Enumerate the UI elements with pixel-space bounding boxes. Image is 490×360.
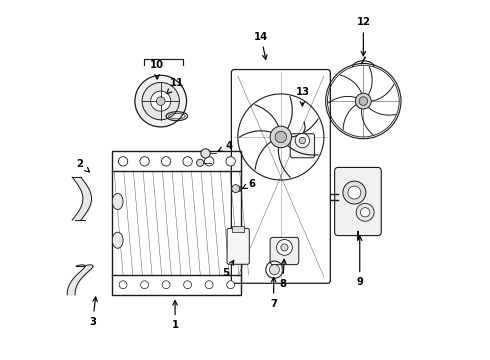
Circle shape [356, 203, 374, 221]
Circle shape [201, 149, 210, 158]
Text: 9: 9 [356, 236, 363, 287]
Circle shape [227, 281, 235, 289]
Circle shape [183, 157, 192, 166]
Circle shape [226, 157, 235, 166]
Text: 11: 11 [167, 78, 184, 94]
Text: 1: 1 [172, 301, 179, 330]
Circle shape [156, 97, 165, 105]
Circle shape [135, 75, 187, 127]
Circle shape [295, 134, 310, 148]
Text: 4: 4 [218, 141, 232, 151]
Bar [112, 151, 242, 295]
Circle shape [119, 281, 127, 289]
Circle shape [184, 281, 192, 289]
Circle shape [161, 157, 171, 166]
FancyBboxPatch shape [335, 167, 381, 235]
Text: 6: 6 [243, 179, 256, 189]
Circle shape [359, 97, 368, 105]
Circle shape [142, 82, 179, 120]
Circle shape [162, 281, 170, 289]
Circle shape [276, 239, 293, 255]
Circle shape [299, 137, 306, 144]
Ellipse shape [112, 232, 123, 248]
Bar [231, 186, 240, 191]
Ellipse shape [112, 193, 123, 210]
Text: 2: 2 [76, 159, 90, 172]
Circle shape [348, 186, 361, 199]
Text: 7: 7 [270, 277, 277, 309]
Circle shape [275, 131, 287, 143]
Text: 13: 13 [295, 87, 309, 106]
Text: 5: 5 [222, 261, 234, 278]
FancyBboxPatch shape [227, 228, 249, 264]
Text: 8: 8 [279, 260, 286, 289]
Circle shape [355, 93, 371, 109]
Circle shape [281, 244, 288, 251]
Circle shape [119, 157, 128, 166]
Circle shape [140, 157, 149, 166]
Circle shape [270, 265, 279, 275]
Circle shape [361, 208, 370, 217]
Text: 3: 3 [89, 297, 98, 327]
Circle shape [270, 126, 292, 148]
FancyBboxPatch shape [270, 237, 299, 265]
Text: 12: 12 [356, 17, 370, 56]
Bar [232, 226, 244, 231]
Circle shape [196, 159, 204, 166]
Text: 14: 14 [254, 32, 268, 59]
Circle shape [205, 281, 213, 289]
Circle shape [141, 281, 148, 289]
Circle shape [343, 181, 366, 204]
Circle shape [232, 185, 240, 193]
Text: 10: 10 [150, 60, 164, 79]
Circle shape [204, 157, 214, 166]
FancyBboxPatch shape [290, 134, 315, 158]
Circle shape [151, 91, 171, 111]
